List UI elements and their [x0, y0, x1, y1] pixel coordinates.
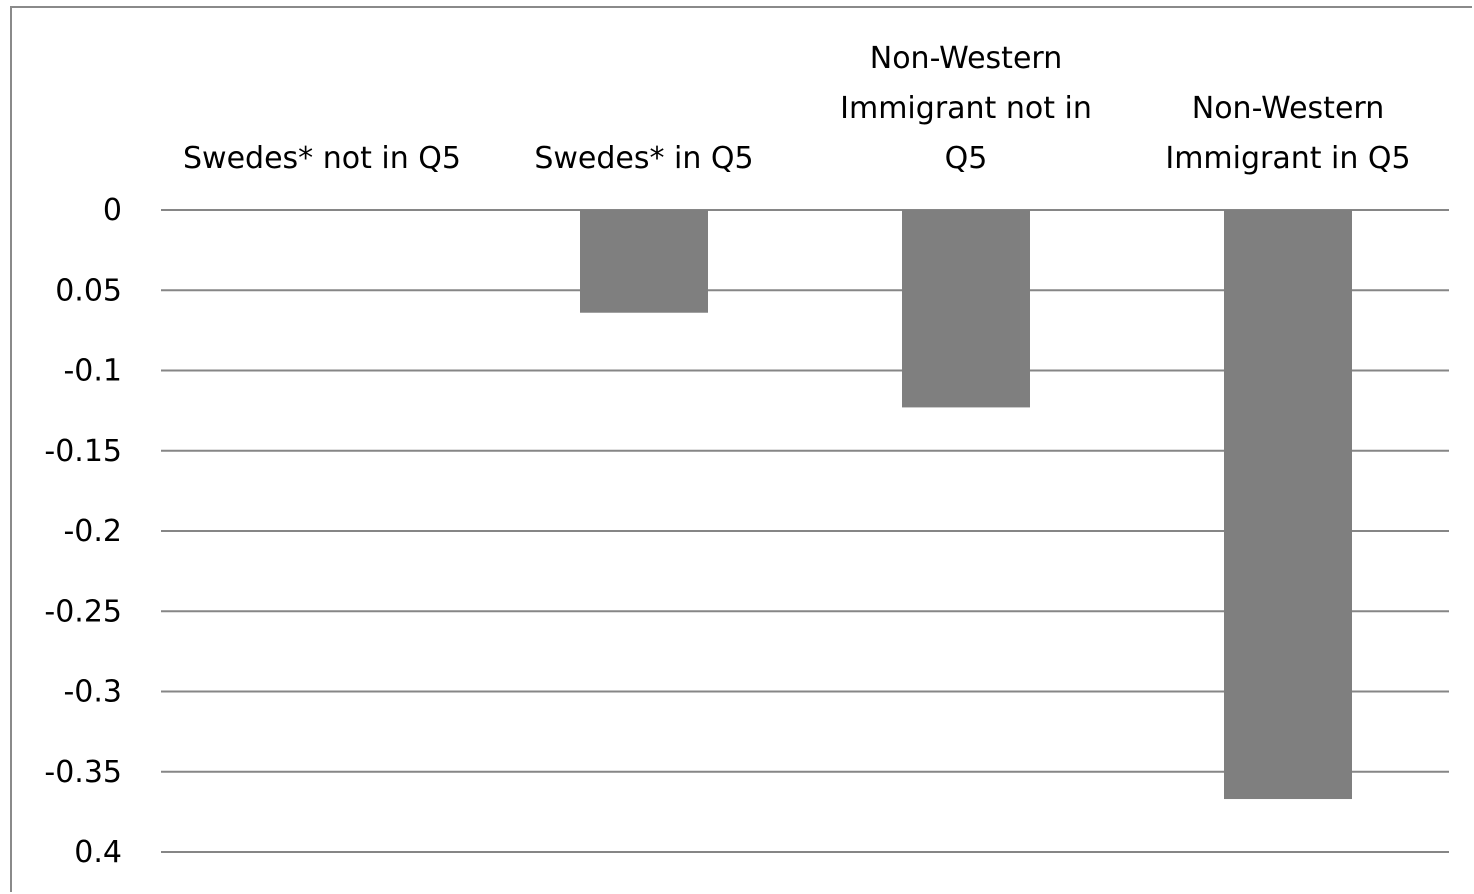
- y-tick-label: 0.4: [74, 835, 122, 870]
- y-tick-label: -0.2: [63, 514, 122, 549]
- bar: [902, 210, 1030, 408]
- category-labels: Swedes* not in Q5 Swedes* in Q5 Non-Wester…: [183, 41, 1411, 176]
- y-tick-label: -0.25: [44, 594, 122, 629]
- bar: [580, 210, 708, 313]
- y-tick-labels: 0 0.05 -0.1 -0.15 -0.2 -0.25 -0.3 -0.35 0.4: [44, 193, 122, 870]
- y-tick-label: 0: [103, 193, 122, 228]
- y-tick-label: -0.35: [44, 755, 122, 790]
- category-label-line: Q5: [945, 141, 988, 176]
- category-label-line: Non-Western: [1192, 91, 1384, 126]
- y-tick-label: 0.05: [55, 273, 122, 308]
- category-label: Swedes* not in Q5: [183, 141, 461, 176]
- category-label-line: Swedes* not in Q5: [183, 141, 461, 176]
- y-tick-label: -0.3: [63, 675, 122, 710]
- category-label-line: Non-Western: [870, 41, 1062, 76]
- category-label: Non-Western Immigrant not in Q5: [840, 41, 1092, 176]
- y-tick-label: -0.1: [63, 354, 122, 389]
- category-label-line: Swedes* in Q5: [534, 141, 753, 176]
- category-label-line: Immigrant not in: [840, 91, 1092, 126]
- category-label: Swedes* in Q5: [534, 141, 753, 176]
- category-label-line: Immigrant in Q5: [1165, 141, 1410, 176]
- y-tick-label: -0.15: [44, 434, 122, 469]
- bar: [1224, 210, 1352, 800]
- category-label: Non-Western Immigrant in Q5: [1165, 91, 1410, 176]
- bars: [580, 210, 1352, 800]
